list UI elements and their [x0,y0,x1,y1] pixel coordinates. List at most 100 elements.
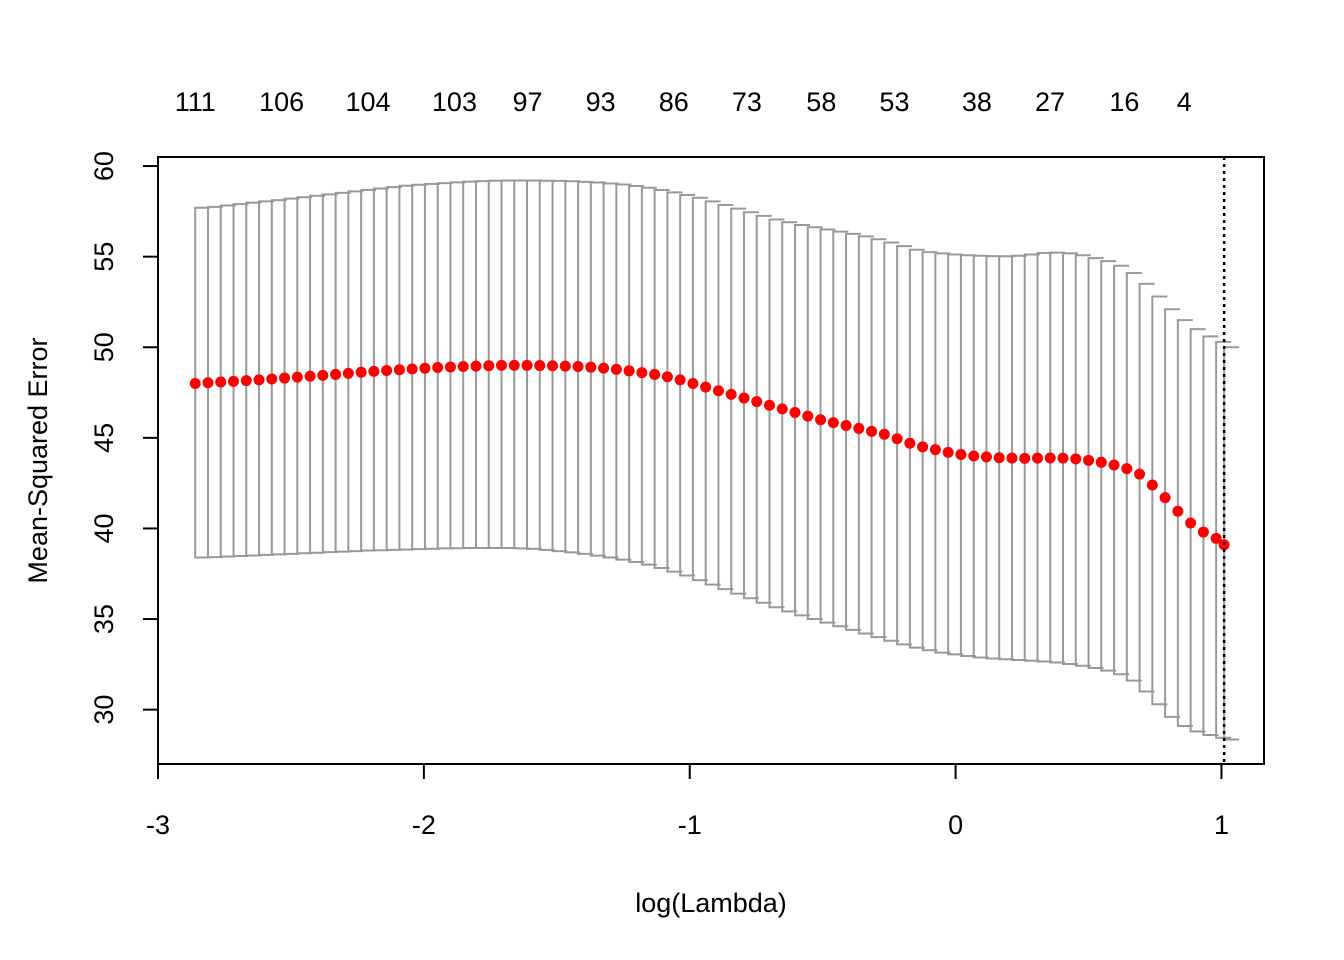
mse-point [1146,479,1158,491]
mse-point [661,371,673,383]
mse-point [291,371,303,383]
mse-point [929,444,941,456]
mse-point [317,369,329,381]
mse-point [866,425,878,437]
mse-point [1019,452,1031,464]
mse-point [253,374,265,386]
mse-point [240,375,252,387]
mse-point [1197,526,1209,538]
mse-point [432,362,444,374]
mse-point [444,361,456,373]
mse-point [649,368,661,380]
mse-point [687,377,699,389]
mse-point [1057,452,1069,464]
mse-point [610,363,622,375]
mse-point [1134,468,1146,480]
mse-point [279,372,291,384]
mse-point [406,363,418,375]
mse-point [623,365,635,377]
y-tick-label: 60 [89,151,119,181]
x-tick-label: -3 [146,810,170,840]
x-axis: -3 -2 -1 0 1 [146,763,1229,840]
mse-point [827,417,839,429]
mse-point [980,451,992,463]
mse-point [1172,505,1184,517]
mse-point [1185,517,1197,529]
mse-point [878,428,890,440]
mse-point [1083,454,1095,466]
mse-point [508,359,520,371]
mse-point [585,361,597,373]
mse-point [368,365,380,377]
top-count-label: 106 [259,87,304,117]
top-count-label: 58 [806,87,836,117]
mse-point [559,360,571,372]
mse-point [789,406,801,418]
mse-point [636,367,648,379]
y-tick-label: 45 [89,423,119,453]
mse-point [853,422,865,434]
top-count-label: 27 [1035,87,1065,117]
top-count-label: 97 [513,87,543,117]
y-tick-label: 30 [89,695,119,725]
y-axis: 30 35 40 45 50 55 60 [89,151,159,725]
mse-point [521,359,533,371]
mse-point [674,374,686,386]
y-axis-title: Mean-Squared Error [23,337,53,583]
y-tick-label: 50 [89,332,119,362]
mse-point [776,403,788,415]
mse-point [495,359,507,371]
mse-point [700,381,712,393]
mse-point [751,396,763,408]
mse-point [1108,459,1120,471]
mse-point [547,360,559,372]
top-count-label: 111 [175,87,216,117]
mse-point [968,450,980,462]
mse-point [725,388,737,400]
mse-point [419,362,431,374]
mse-point [1031,452,1043,464]
mse-point [1121,463,1133,475]
x-tick-label: -2 [412,810,436,840]
top-count-label: 104 [346,87,391,117]
top-count-label: 93 [586,87,616,117]
top-count-label: 86 [659,87,689,117]
top-count-label: 38 [962,87,992,117]
x-tick-label: -1 [678,810,702,840]
mse-point [393,364,405,376]
mse-point [457,360,469,372]
mse-point [598,362,610,374]
mse-point [355,366,367,378]
mse-point [1210,532,1222,544]
mse-point [955,449,967,461]
mse-point [712,385,724,397]
mse-point [738,392,750,404]
mse-point [483,360,495,372]
y-tick-label: 40 [89,513,119,543]
mse-point [202,377,214,389]
mse-point [304,370,316,382]
mse-point [840,420,852,432]
mse-point [1095,456,1107,468]
mse-point [1006,452,1018,464]
mse-point [802,410,814,422]
mse-point [904,437,916,449]
top-count-label: 4 [1177,87,1192,117]
mse-point [1159,492,1171,504]
mse-point [993,452,1005,464]
mse-point [215,376,227,388]
mse-point [1070,453,1082,465]
mse-point [330,368,342,380]
mse-point [266,373,278,385]
mse-point [1044,452,1056,464]
mse-point [891,433,903,445]
mse-point [342,367,354,379]
mse-point [942,446,954,458]
mse-point [470,360,482,372]
mse-point [534,360,546,372]
mse-point [815,414,827,426]
y-tick-label: 55 [89,242,119,272]
point-layer [189,359,1230,551]
